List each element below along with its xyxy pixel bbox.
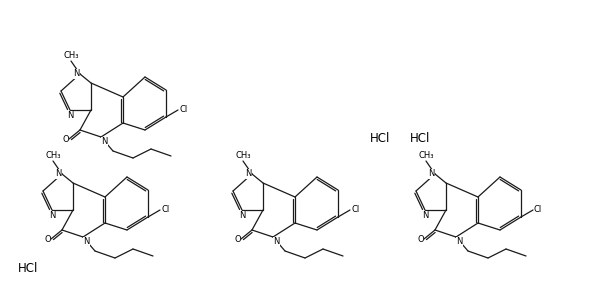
Text: HCl: HCl: [410, 133, 430, 146]
Text: HCl: HCl: [370, 133, 390, 146]
Text: N: N: [73, 69, 79, 78]
Text: O: O: [417, 235, 424, 243]
Text: N: N: [422, 211, 428, 220]
Text: N: N: [101, 138, 108, 146]
Text: Cl: Cl: [161, 206, 169, 215]
Text: CH₃: CH₃: [45, 151, 60, 160]
Text: Cl: Cl: [179, 106, 187, 114]
Text: N: N: [457, 238, 463, 246]
Text: N: N: [55, 170, 62, 178]
Text: CH₃: CH₃: [63, 51, 79, 60]
Text: Cl: Cl: [351, 206, 359, 215]
Text: N: N: [428, 170, 435, 178]
Text: N: N: [245, 170, 251, 178]
Text: CH₃: CH₃: [418, 151, 433, 160]
Text: CH₃: CH₃: [235, 151, 251, 160]
Text: HCl: HCl: [18, 263, 39, 275]
Text: N: N: [273, 238, 280, 246]
Text: O: O: [234, 235, 241, 243]
Text: N: N: [239, 211, 245, 220]
Text: O: O: [44, 235, 51, 243]
Text: O: O: [62, 134, 69, 143]
Text: Cl: Cl: [534, 206, 542, 215]
Text: N: N: [67, 111, 73, 120]
Text: N: N: [84, 238, 90, 246]
Text: N: N: [49, 211, 55, 220]
